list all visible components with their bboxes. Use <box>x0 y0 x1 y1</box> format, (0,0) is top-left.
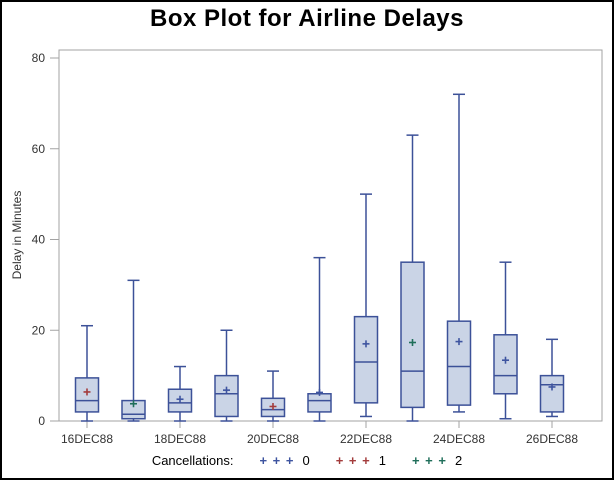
iqr-box <box>446 320 472 406</box>
iqr-box <box>493 334 518 395</box>
iqr-box <box>307 393 332 413</box>
x-tick-label: 26DEC88 <box>526 432 578 446</box>
y-tick-label: 80 <box>32 51 46 65</box>
y-tick-label: 40 <box>32 233 46 247</box>
y-tick-label: 0 <box>38 414 45 428</box>
y-tick-label: 60 <box>32 142 46 156</box>
chart-title: Box Plot for Airline Delays <box>149 5 464 32</box>
legend: Cancellations: + + + 0 + + + 1 + + + 2 <box>2 453 612 468</box>
legend-entry-0: + + + 0 <box>259 453 309 468</box>
iqr-box <box>539 374 565 413</box>
iqr-box <box>214 374 239 418</box>
legend-entry-1: + + + 1 <box>336 453 386 468</box>
legend-entry-value: 0 <box>302 453 310 468</box>
legend-entry-2: + + + 2 <box>412 453 462 468</box>
iqr-box <box>353 315 379 404</box>
mean-marker-swatch: + + + <box>259 453 295 468</box>
x-tick-label: 22DEC88 <box>340 432 392 446</box>
iqr-box <box>400 261 425 409</box>
x-tick-label: 18DEC88 <box>154 432 206 446</box>
legend-label: Cancellations: <box>151 453 234 468</box>
y-tick-label: 20 <box>32 323 46 337</box>
x-tick-label: 20DEC88 <box>247 432 299 446</box>
legend-entry-value: 1 <box>378 453 386 468</box>
mean-marker-swatch: + + + <box>335 453 371 468</box>
x-tick-label: 24DEC88 <box>433 432 485 446</box>
plot-frame <box>58 49 603 422</box>
x-tick-label: 16DEC88 <box>61 432 113 446</box>
legend-entries: + + + 0 + + + 1 + + + 2 <box>259 453 462 468</box>
legend-entry-value: 2 <box>454 453 463 468</box>
mean-marker-swatch: + + + <box>411 453 447 468</box>
